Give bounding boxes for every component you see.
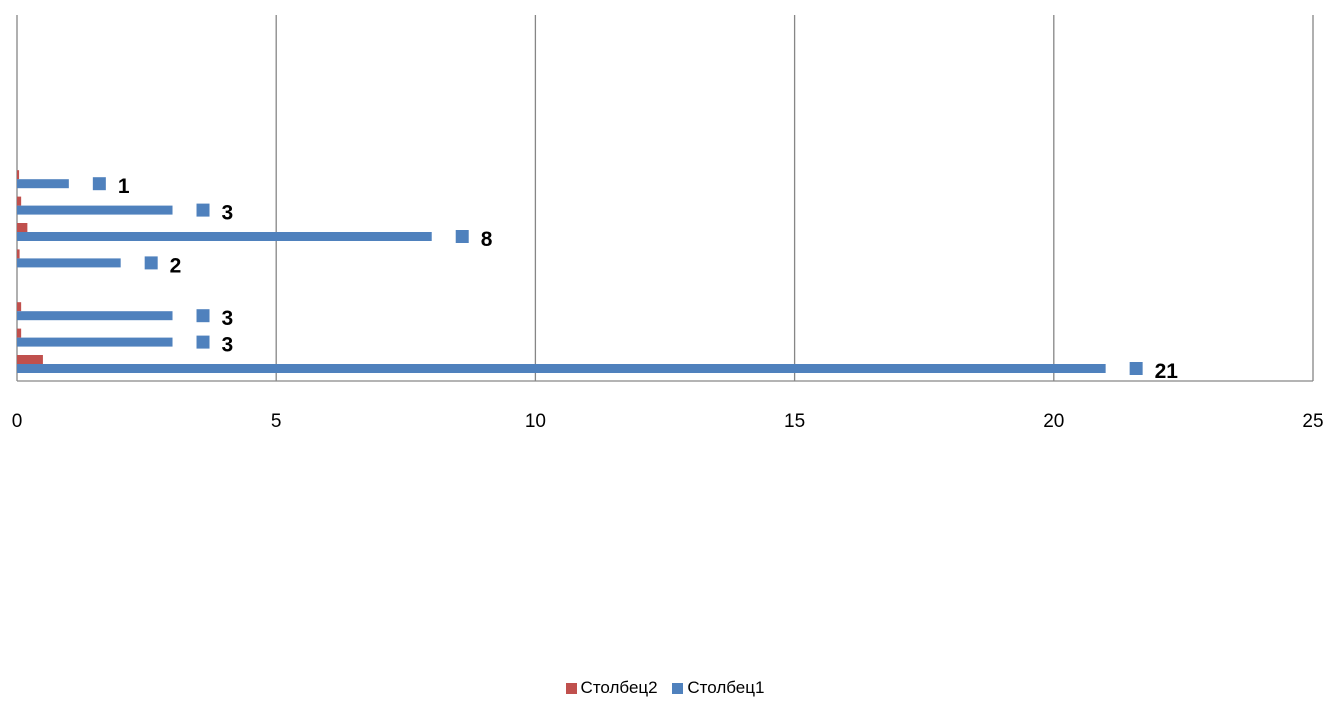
data-label: 21 (1155, 360, 1179, 383)
data-label-marker (92, 177, 106, 191)
bar-series1 (17, 311, 173, 321)
legend: Столбец2 Столбец1 (0, 678, 1330, 699)
data-labels: 21 3 3 2 8 3 1 (118, 175, 1178, 383)
bars (17, 170, 1106, 373)
data-label-marker (196, 335, 210, 349)
bar-series2 (17, 328, 22, 338)
bar-series2 (17, 302, 22, 312)
x-tick-label: 25 (1302, 411, 1323, 432)
x-tick-label: 20 (1043, 411, 1064, 432)
data-label-markers (92, 177, 1143, 375)
data-label-marker (196, 309, 210, 323)
bar-series2 (17, 170, 20, 180)
data-label-marker (455, 230, 469, 243)
bar-series2 (17, 249, 20, 259)
bar-series1 (17, 337, 173, 347)
data-label: 3 (222, 334, 234, 357)
x-tick-label: 15 (784, 411, 805, 432)
bar-series1 (17, 364, 1106, 373)
bar-series1 (17, 179, 69, 189)
data-label: 1 (118, 175, 130, 198)
gridlines (16, 15, 1314, 382)
legend-swatch-series2 (565, 682, 577, 694)
x-tick-label: 5 (271, 411, 282, 432)
data-label: 3 (222, 307, 234, 330)
bar-series2 (17, 223, 28, 232)
bar-series1 (17, 205, 173, 215)
x-tick-label: 0 (12, 411, 23, 432)
x-tick-label: 10 (525, 411, 546, 432)
data-label-marker (196, 203, 210, 217)
data-label-marker (144, 256, 158, 270)
legend-item-series2: Столбец2 (565, 678, 658, 698)
bar-series1 (17, 258, 121, 268)
data-label: 3 (222, 202, 234, 225)
bar-series2 (17, 196, 22, 206)
legend-item-series1: Столбец1 (672, 678, 764, 698)
data-label-marker (1129, 362, 1143, 375)
bar-series2 (17, 355, 43, 364)
legend-swatch-series1 (672, 682, 684, 694)
data-label: 8 (481, 228, 493, 251)
x-axis-ticks: 0 5 10 15 20 25 (12, 411, 1324, 432)
data-label: 2 (170, 254, 182, 277)
bar-series1 (17, 232, 432, 241)
legend-label-series2: Столбец2 (580, 678, 658, 697)
legend-label-series1: Столбец1 (687, 678, 765, 697)
